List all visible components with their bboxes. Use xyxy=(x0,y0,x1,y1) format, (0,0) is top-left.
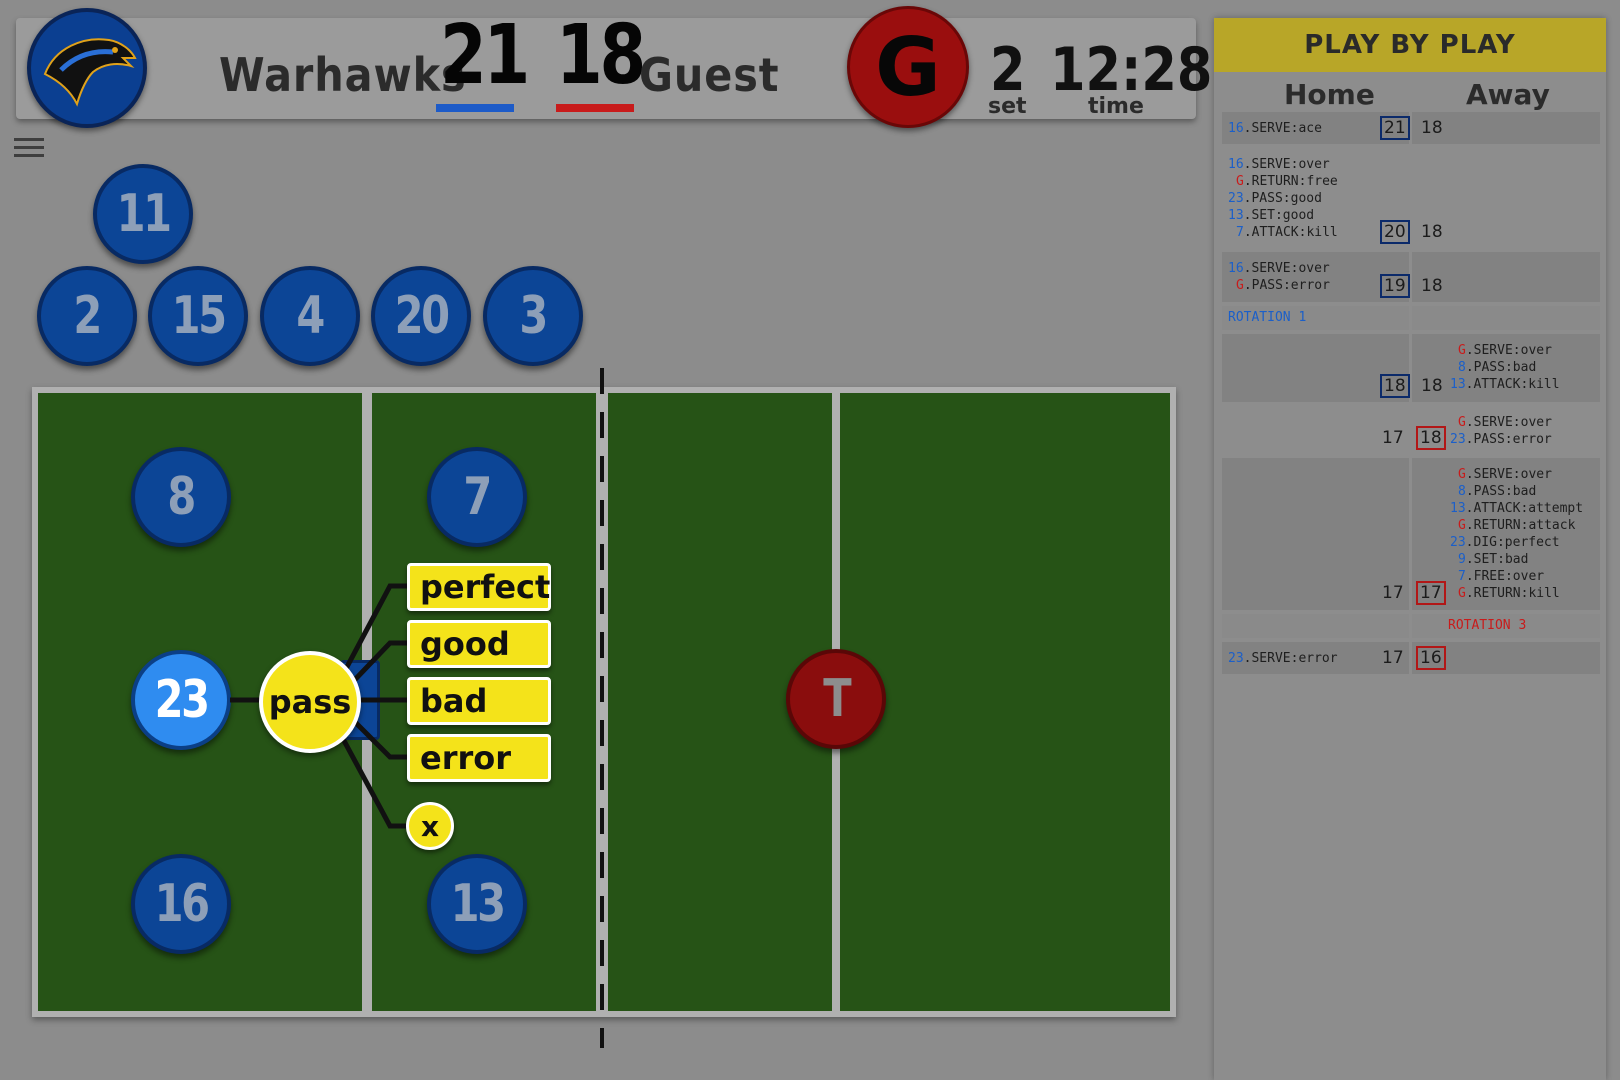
bench-player[interactable]: 2 xyxy=(37,266,137,366)
away-team-name: Guest xyxy=(639,48,780,102)
team-logo xyxy=(27,8,147,128)
home-score-bar xyxy=(436,104,514,112)
away-column-header: Away xyxy=(1466,78,1550,111)
rotation-banner: ROTATION 1 xyxy=(1222,306,1600,330)
court-player[interactable]: 13 xyxy=(427,854,527,954)
court-player[interactable]: 16 xyxy=(131,854,231,954)
hawk-icon xyxy=(43,38,137,107)
play-by-play-title: PLAY BY PLAY xyxy=(1214,18,1606,72)
bench-player[interactable]: 15 xyxy=(148,266,248,366)
action-pass-node[interactable]: pass xyxy=(259,651,361,753)
bench-player[interactable]: 3 xyxy=(483,266,583,366)
play-row[interactable]: G.SERVE:over 8.PASS:bad 13.ATTACK:kill 1… xyxy=(1222,334,1600,402)
court-player-selected[interactable]: 23 xyxy=(131,650,231,750)
hamburger-menu-icon[interactable] xyxy=(14,138,44,162)
home-score: 21 xyxy=(440,8,530,103)
net-line xyxy=(600,368,604,1048)
cancel-action-button[interactable]: x xyxy=(406,802,454,850)
opponent-token[interactable]: T xyxy=(786,649,886,749)
play-row[interactable]: 16.SERVE:over G.RETURN:free 23.PASS:good… xyxy=(1222,148,1600,248)
bench-player[interactable]: 20 xyxy=(371,266,471,366)
pass-option-bad[interactable]: bad xyxy=(407,677,551,725)
play-by-play-panel: PLAY BY PLAY Home Away 16.SERVE:ace 21 1… xyxy=(1214,18,1606,1080)
play-row[interactable]: G.SERVE:over 8.PASS:bad 13.ATTACK:attemp… xyxy=(1222,458,1600,610)
game-clock[interactable]: 12:28 xyxy=(1050,35,1213,105)
away-back-zone[interactable] xyxy=(840,393,1170,1011)
home-column-header: Home xyxy=(1284,78,1375,111)
court-player[interactable]: 7 xyxy=(427,447,527,547)
play-row[interactable]: 16.SERVE:ace 21 18 xyxy=(1222,112,1600,144)
pass-option-good[interactable]: good xyxy=(407,620,551,668)
bench-player[interactable]: 4 xyxy=(260,266,360,366)
away-score-bar xyxy=(556,104,634,112)
bench-player[interactable]: 11 xyxy=(93,164,193,264)
serving-team-badge[interactable]: G xyxy=(847,6,969,128)
away-score: 18 xyxy=(556,8,646,103)
home-team-name: Warhawks xyxy=(219,48,467,102)
time-label: time xyxy=(1088,94,1144,119)
set-label: set xyxy=(988,94,1027,119)
play-row[interactable]: 23.SERVE:error 17 16 xyxy=(1222,642,1600,674)
pass-option-perfect[interactable]: perfect xyxy=(407,563,551,611)
set-number: 2 xyxy=(990,35,1026,105)
play-row[interactable]: G.SERVE:over 23.PASS:error 17 18 xyxy=(1222,406,1600,454)
pass-option-error[interactable]: error xyxy=(407,734,551,782)
rotation-banner: ROTATION 3 xyxy=(1222,614,1600,638)
play-row[interactable]: 16.SERVE:over G.PASS:error 19 18 xyxy=(1222,252,1600,302)
court-player[interactable]: 8 xyxy=(131,447,231,547)
scoreboard xyxy=(16,18,1196,119)
